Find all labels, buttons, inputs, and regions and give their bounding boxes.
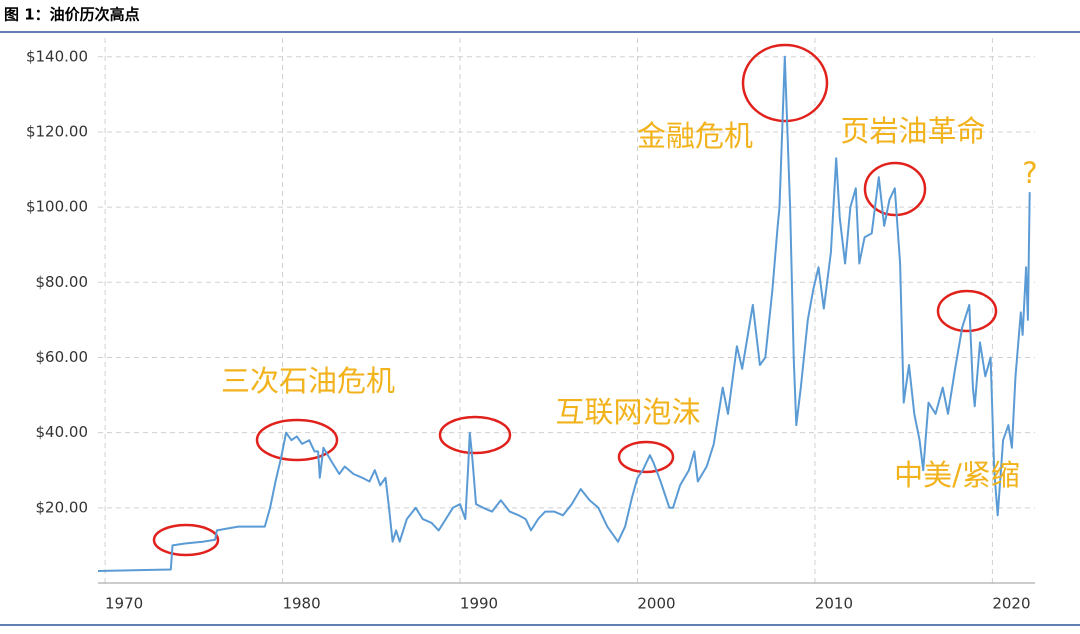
price-line — [97, 55, 1031, 572]
y-tick-label: $80.00 — [36, 273, 89, 291]
ring — [438, 415, 512, 455]
chart-title: 图 1：油价历次高点 — [4, 6, 140, 24]
x-tick-label: 2010 — [815, 595, 853, 613]
ring — [936, 289, 998, 333]
annotation: 页岩油革命 — [840, 114, 985, 148]
y-tick-label: $60.00 — [36, 348, 89, 366]
y-tick-label: $140.00 — [26, 47, 88, 65]
annotation: ? — [1022, 156, 1037, 190]
y-tick-label: $20.00 — [36, 498, 89, 516]
annotation: 金融危机 — [637, 119, 753, 153]
ring — [152, 523, 220, 557]
highlight-rings — [152, 43, 998, 557]
x-tick-label: 2020 — [992, 595, 1030, 613]
ring — [741, 43, 829, 123]
annotation: 互联网泡沫 — [555, 395, 700, 429]
ring — [863, 161, 927, 217]
y-tick-label: $120.00 — [26, 122, 88, 140]
y-tick-label: $40.00 — [36, 423, 89, 441]
annotation: 中美/紧缩 — [894, 458, 1020, 492]
ring — [617, 440, 675, 474]
grid — [98, 38, 1035, 583]
x-tick-label: 1990 — [460, 595, 498, 613]
x-tick-label: 1980 — [282, 595, 320, 613]
y-tick-label: $100.00 — [26, 198, 88, 216]
ring — [255, 418, 339, 462]
annotation: 三次石油危机 — [221, 364, 395, 398]
x-tick-label: 1970 — [105, 595, 143, 613]
x-tick-label: 2000 — [637, 595, 675, 613]
